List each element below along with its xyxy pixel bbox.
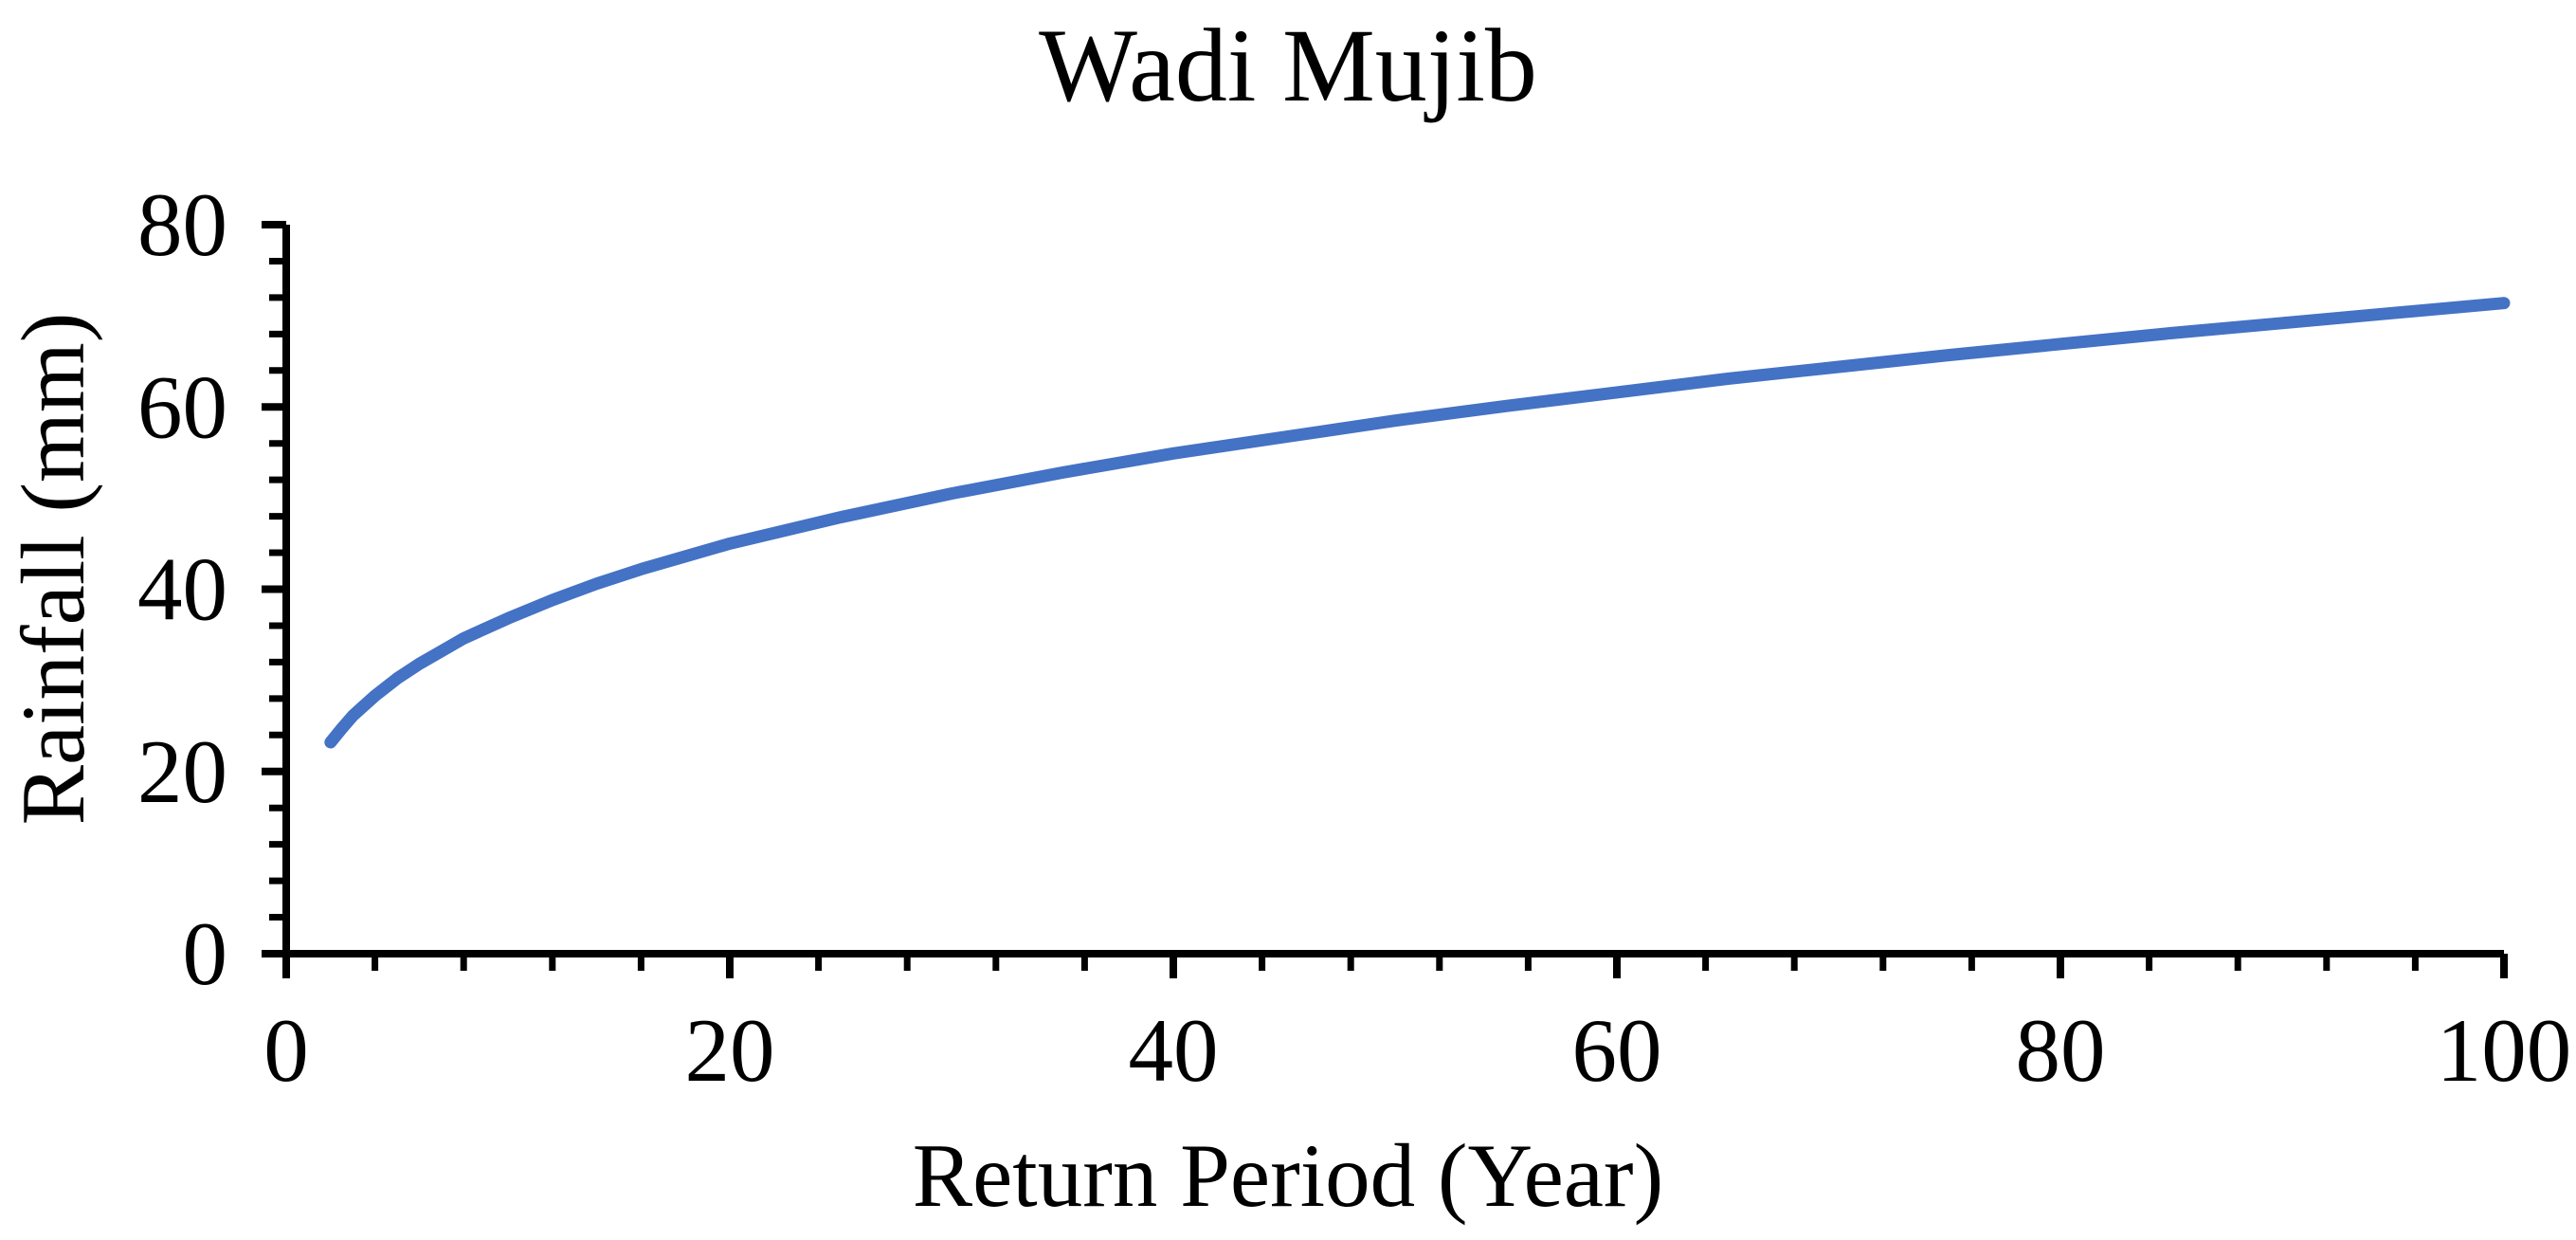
rainfall-series-line <box>324 297 2511 749</box>
x-tick-label: 0 <box>263 1000 309 1101</box>
y-tick-label: 40 <box>137 539 227 640</box>
x-tick-label: 100 <box>2437 1000 2572 1101</box>
y-tick-label: 60 <box>137 356 227 457</box>
y-axis-label: Rainfall (mm) <box>3 313 103 826</box>
x-axis-label: Return Period (Year) <box>913 1125 1663 1226</box>
x-tick-label: 20 <box>685 1000 775 1101</box>
plot-area: 0 20 40 60 80 100 0 20 40 60 80 <box>137 174 2571 1101</box>
x-tick-label: 40 <box>1129 1000 1219 1101</box>
y-tick-label: 0 <box>183 903 228 1004</box>
y-tick-label: 80 <box>137 174 227 275</box>
x-tick-label: 60 <box>1572 1000 1662 1101</box>
chart-title: Wadi Mujib <box>1039 8 1537 123</box>
y-tick-label: 20 <box>137 721 227 822</box>
x-tick-label: 80 <box>2016 1000 2106 1101</box>
